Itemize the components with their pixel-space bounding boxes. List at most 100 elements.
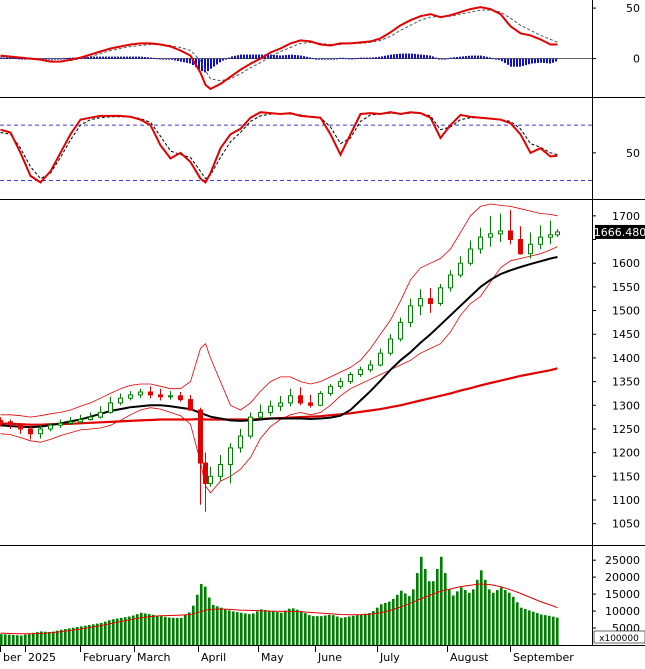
volume-bar	[424, 569, 427, 645]
volume-bar	[316, 616, 319, 645]
candle-body	[58, 422, 63, 426]
volume-bar	[208, 597, 211, 645]
macd-histogram-bar	[12, 57, 14, 59]
price-tick-label: 1350	[612, 376, 640, 389]
macd-histogram-bar	[315, 58, 317, 60]
candle-body	[128, 394, 133, 399]
macd-histogram-bar	[195, 58, 197, 68]
macd-histogram-bar	[126, 56, 128, 59]
volume-bar	[500, 587, 503, 645]
volume-bar	[292, 608, 295, 645]
candle-body	[88, 416, 93, 420]
volume-bar	[360, 614, 363, 645]
volume-bar	[200, 583, 203, 645]
candle-body	[78, 418, 83, 423]
candle-body	[298, 395, 303, 404]
candle-body	[358, 369, 363, 375]
macd-histogram-bar	[357, 57, 359, 59]
stochastic-panel	[0, 111, 592, 184]
volume-bar	[148, 614, 151, 645]
macd-histogram-bar	[54, 58, 56, 60]
x-tick-label: April	[201, 651, 226, 664]
macd-histogram-bar	[399, 53, 401, 59]
macd-histogram-bar	[447, 58, 449, 60]
volume-moving-average-line	[0, 583, 558, 635]
price-tick-label: 1700	[612, 210, 640, 223]
price-tick-label: 1400	[612, 352, 640, 365]
macd-histogram-bar	[219, 58, 221, 63]
volume-bar	[156, 615, 159, 645]
candle-body	[228, 447, 233, 465]
stoch-tick-label: 50	[626, 147, 640, 160]
macd-histogram-bar	[147, 57, 149, 59]
volume-bar	[228, 610, 231, 645]
volume-bar	[168, 617, 171, 645]
volume-bar	[132, 615, 135, 645]
volume-bar	[28, 633, 31, 645]
volume-bar	[556, 617, 559, 645]
volume-bar	[64, 629, 67, 645]
macd-histogram-bar	[384, 55, 386, 59]
volume-bar	[24, 634, 27, 645]
volume-bar	[240, 612, 243, 645]
volume-bar	[420, 556, 423, 645]
macd-histogram-bar	[309, 57, 311, 59]
candle-body	[338, 381, 343, 387]
candle-body	[408, 305, 413, 323]
candle-body	[108, 402, 113, 413]
volume-bar	[180, 617, 183, 645]
macd-histogram-bar	[66, 57, 68, 59]
volume-bar	[188, 612, 191, 645]
volume-bar	[288, 608, 291, 645]
macd-histogram-bar	[381, 56, 383, 59]
candle-body	[348, 374, 353, 383]
macd-histogram-bar	[507, 58, 509, 65]
volume-bar	[184, 615, 187, 645]
candle-body	[418, 298, 423, 307]
volume-bar	[160, 616, 163, 645]
volume-bar	[488, 589, 491, 645]
macd-histogram-bar	[18, 58, 20, 60]
volume-bar	[104, 621, 107, 645]
price-tick-label: 1050	[612, 518, 640, 531]
volume-bar	[516, 602, 519, 645]
macd-histogram-bar	[87, 56, 89, 59]
macd-histogram-bar	[549, 58, 551, 64]
macd-histogram-bar	[246, 54, 248, 59]
volume-bar	[84, 625, 87, 645]
macd-histogram-bar	[468, 55, 470, 59]
macd-histogram-bar	[198, 58, 200, 70]
volume-bar	[204, 586, 207, 645]
volume-bar	[172, 617, 175, 645]
volume-bar	[524, 609, 527, 645]
macd-histogram-bar	[150, 57, 152, 59]
macd-histogram-bar	[495, 58, 497, 60]
candle-body	[178, 395, 183, 401]
macd-histogram-bar	[279, 55, 281, 59]
macd-histogram-bar	[420, 54, 422, 59]
candle-body	[438, 287, 443, 304]
macd-histogram-bar	[210, 58, 212, 69]
macd-histogram-bar	[435, 57, 437, 59]
macd-histogram-bar	[300, 55, 302, 59]
macd-histogram-bar	[174, 58, 176, 61]
candle-body	[548, 234, 553, 238]
macd-histogram-bar	[111, 56, 113, 59]
volume-bar	[260, 609, 263, 645]
price-tick-label: 1600	[612, 257, 640, 270]
volume-bar	[368, 613, 371, 645]
volume-bar	[432, 581, 435, 645]
macd-histogram-bar	[378, 56, 380, 59]
volume-bar	[12, 634, 15, 645]
volume-bar	[508, 592, 511, 645]
macd-histogram-bar	[306, 56, 308, 59]
candle-body	[378, 352, 383, 366]
macd-histogram-bar	[165, 58, 167, 60]
volume-bar	[404, 593, 407, 645]
volume-bar	[52, 631, 55, 645]
volume-bar	[496, 590, 499, 645]
last-price-label: 1666.480	[594, 226, 645, 239]
volume-bar	[536, 613, 539, 645]
volume-bar	[256, 611, 259, 645]
